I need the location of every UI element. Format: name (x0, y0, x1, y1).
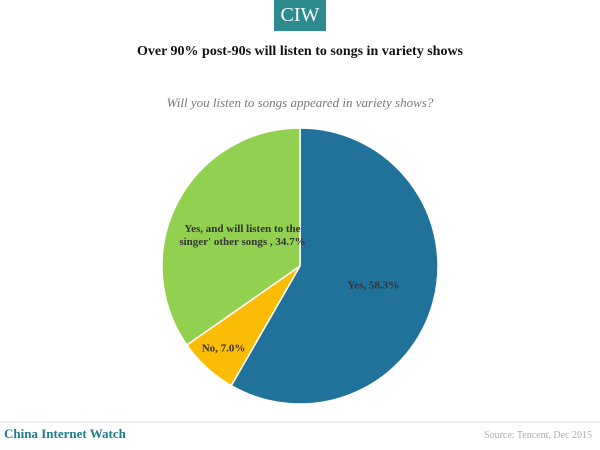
pie-slice (230, 127, 439, 405)
chart-title: Over 90% post-90s will listen to songs i… (136, 44, 464, 59)
footer-brand: China Internet Watch (4, 426, 126, 441)
footer-source: Source: Tencent, Dec 2015 (484, 430, 592, 441)
data-label: Yes, 58.3% (347, 279, 400, 292)
logo: CIW (274, 0, 326, 31)
pie-slice (161, 127, 301, 347)
data-label: Yes, and will listen to the singer' othe… (179, 223, 306, 248)
data-label: No, 7.0% (201, 342, 246, 355)
chart-subtitle: Will you listen to songs appeared in var… (166, 95, 434, 110)
